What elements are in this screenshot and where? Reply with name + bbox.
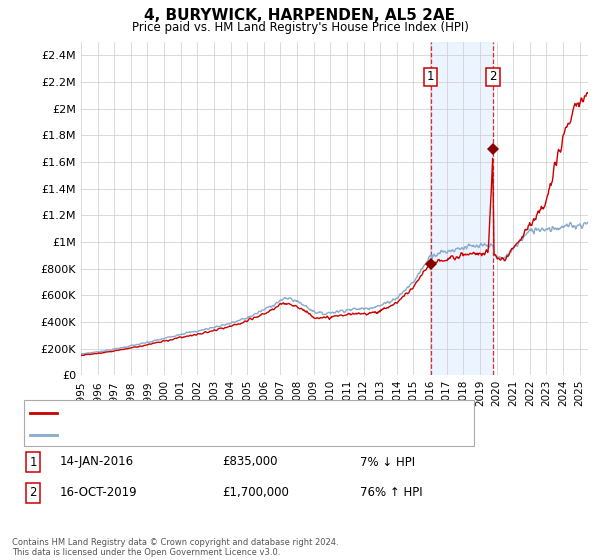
Text: 1: 1 bbox=[29, 455, 37, 469]
Text: 1: 1 bbox=[427, 71, 434, 83]
Text: HPI: Average price, detached house, St Albans: HPI: Average price, detached house, St A… bbox=[63, 430, 305, 440]
Text: 4, BURYWICK, HARPENDEN, AL5 2AE: 4, BURYWICK, HARPENDEN, AL5 2AE bbox=[145, 8, 455, 24]
Bar bbox=[431, 42, 493, 375]
Text: 76% ↑ HPI: 76% ↑ HPI bbox=[360, 486, 422, 500]
Text: 2: 2 bbox=[490, 71, 497, 83]
Text: £1,700,000: £1,700,000 bbox=[222, 486, 289, 500]
Text: 7% ↓ HPI: 7% ↓ HPI bbox=[360, 455, 415, 469]
Text: 2: 2 bbox=[29, 486, 37, 500]
Text: 4, BURYWICK, HARPENDEN, AL5 2AE (detached house): 4, BURYWICK, HARPENDEN, AL5 2AE (detache… bbox=[63, 408, 347, 418]
Text: 14-JAN-2016: 14-JAN-2016 bbox=[60, 455, 134, 469]
Text: Contains HM Land Registry data © Crown copyright and database right 2024.
This d: Contains HM Land Registry data © Crown c… bbox=[12, 538, 338, 557]
Text: £835,000: £835,000 bbox=[222, 455, 277, 469]
Text: 16-OCT-2019: 16-OCT-2019 bbox=[60, 486, 137, 500]
Text: Price paid vs. HM Land Registry's House Price Index (HPI): Price paid vs. HM Land Registry's House … bbox=[131, 21, 469, 34]
